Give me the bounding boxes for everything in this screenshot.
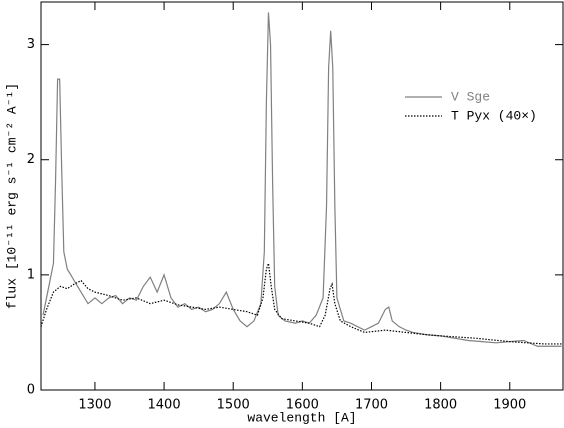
- x-tick-label: 1600: [286, 398, 319, 413]
- y-tick-label: 2: [27, 152, 35, 167]
- y-tick-label: 1: [27, 267, 35, 282]
- series-line: [40, 263, 562, 345]
- x-tick-label: 1700: [355, 398, 388, 413]
- x-tick-label: 1500: [217, 398, 250, 413]
- x-tick-label: 1300: [78, 398, 111, 413]
- x-tick-label: 1800: [424, 398, 457, 413]
- legend-label: T Pyx (40×): [451, 108, 537, 123]
- plot-frame: [40, 1, 564, 391]
- y-tick-label: 3: [27, 37, 35, 52]
- x-axis-label: wavelength [A]: [247, 410, 356, 425]
- x-tick-label: 1900: [493, 398, 526, 413]
- y-tick-label: 0: [27, 383, 35, 398]
- legend-label: V Sge: [451, 89, 490, 104]
- series-line: [42, 12, 562, 347]
- x-tick-label: 1400: [148, 398, 181, 413]
- y-axis-label: flux [10⁻¹¹ erg s⁻¹ cm⁻² A⁻¹]: [4, 83, 19, 309]
